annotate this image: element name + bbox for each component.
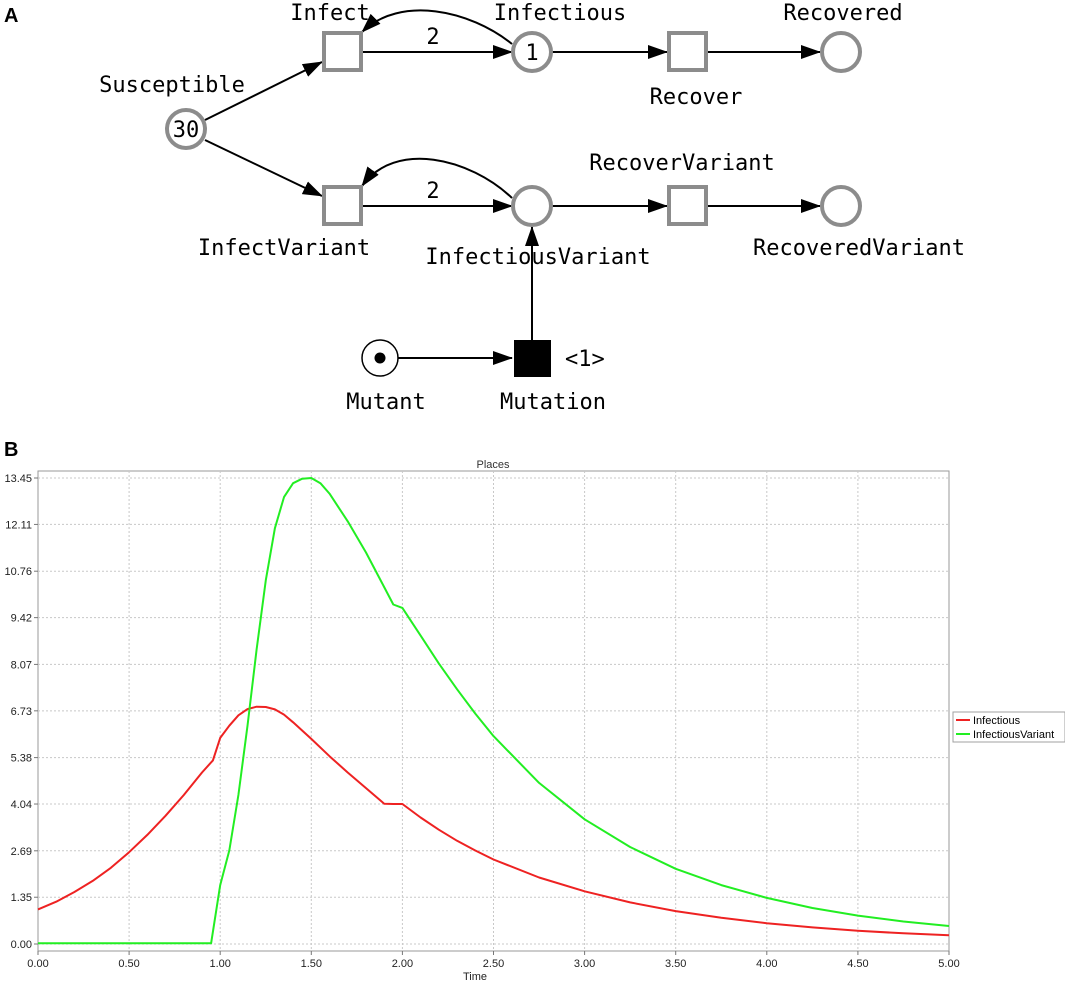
arc-infectious-to-infect [361, 9, 513, 45]
transition-recover [667, 31, 708, 72]
legend-item-infectious-variant: InfectiousVariant [956, 729, 1054, 741]
legend: Infectious InfectiousVariant [952, 711, 1065, 743]
y-tick-label: 12.11 [5, 519, 32, 531]
y-axis-ticks: 0.00 1.35 2.69 4.04 5.38 6.73 8.07 9.42 10.76 12.… [4, 473, 38, 951]
place-recovered-variant [820, 185, 862, 227]
infectious-tokens: 1 [525, 41, 538, 66]
x-tick-label: 5.00 [938, 958, 959, 970]
arc-susceptible-to-infect-variant [204, 139, 323, 197]
x-tick-label: 0.50 [118, 958, 139, 970]
weight-infect-infectious: 2 [426, 25, 439, 50]
x-tick-label: 1.00 [209, 958, 230, 970]
mutation-label: Mutation [500, 390, 606, 415]
place-infectious: 1 [511, 31, 553, 73]
series-lines [37, 477, 950, 945]
y-tick-label: 9.42 [11, 613, 32, 625]
x-tick-label: 1.50 [301, 958, 322, 970]
place-mutant [361, 339, 399, 377]
legend-label-infectious: Infectious [973, 715, 1021, 727]
legend-box [952, 711, 1065, 743]
arc-infectious-variant-to-infect-variant [361, 157, 513, 199]
x-tick-label: 3.00 [574, 958, 595, 970]
recovered-label: Recovered [783, 1, 902, 26]
grid-lines [38, 471, 949, 951]
y-tick-label: 13.45 [4, 473, 32, 485]
susceptible-tokens: 30 [173, 118, 200, 143]
transition-recover-variant [667, 185, 708, 226]
mutant-label: Mutant [346, 390, 425, 415]
chart-title: Places [476, 459, 510, 471]
panel-a-petri-net: A 30 Susceptible 1 Infectious Recovered [4, 1, 965, 415]
x-tick-label: 2.50 [483, 958, 504, 970]
arc-susceptible-to-infect [204, 61, 323, 121]
x-axis-ticks: 0.00 0.50 1.00 1.50 2.00 2.50 3.00 3.50 4.00 4.50… [27, 951, 960, 970]
y-tick-label: 5.38 [11, 753, 32, 765]
mutation-delay: <1> [565, 347, 605, 372]
mutant-token-dot [374, 352, 386, 364]
infect-variant-label: InfectVariant [198, 236, 370, 261]
transition-infect [322, 31, 363, 72]
x-axis-label: Time [463, 971, 487, 983]
infect-label: Infect [290, 1, 369, 26]
legend-item-infectious: Infectious [956, 715, 1021, 727]
x-tick-label: 0.00 [27, 958, 48, 970]
y-tick-label: 8.07 [11, 659, 32, 671]
y-tick-label: 10.76 [4, 566, 32, 578]
x-tick-label: 3.50 [665, 958, 686, 970]
panel-b-chart: B Places 0.00 0.50 1.00 1.50 2.00 2.50 3.00 3.5… [4, 439, 1065, 983]
panel-a-letter: A [4, 5, 18, 27]
susceptible-label: Susceptible [99, 73, 245, 98]
place-recovered [820, 31, 862, 73]
y-tick-label: 0.00 [11, 939, 32, 951]
series-line-infectious-variant [38, 477, 950, 945]
transition-mutation [514, 340, 551, 377]
legend-label-infectious-variant: InfectiousVariant [973, 729, 1054, 741]
panel-b-letter: B [4, 439, 18, 461]
place-infectious-variant [511, 185, 553, 227]
transition-infect-variant [322, 185, 363, 226]
infectious-variant-label: InfectiousVariant [425, 245, 650, 270]
y-tick-label: 6.73 [11, 706, 32, 718]
y-tick-label: 4.04 [11, 799, 32, 811]
series-line-infectious [37, 705, 950, 937]
x-tick-label: 4.50 [847, 958, 868, 970]
y-tick-label: 2.69 [11, 846, 32, 858]
x-tick-label: 4.00 [756, 958, 777, 970]
recover-label: Recover [650, 85, 743, 110]
y-tick-label: 1.35 [11, 892, 32, 904]
recovered-variant-label: RecoveredVariant [753, 236, 965, 261]
x-tick-label: 2.00 [392, 958, 413, 970]
weight-infect-variant-infectious-variant: 2 [426, 179, 439, 204]
recover-variant-label: RecoverVariant [589, 151, 774, 176]
place-susceptible: 30 [165, 108, 207, 150]
infectious-label: Infectious [494, 1, 626, 26]
